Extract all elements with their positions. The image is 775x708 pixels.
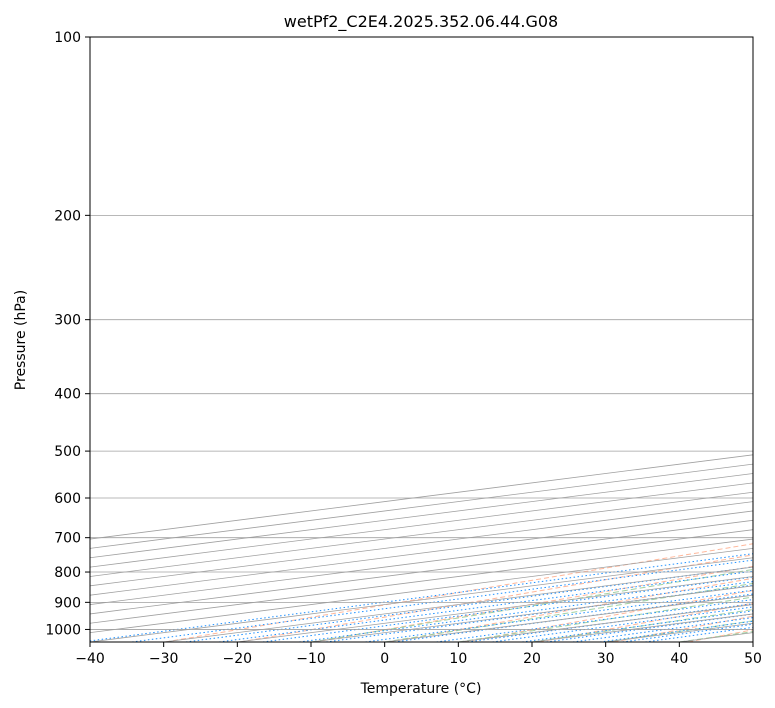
isotherm (90, 519, 753, 605)
isotherm (90, 501, 753, 587)
moist-adiabat (384, 582, 753, 642)
y-tick-label: 600 (54, 491, 81, 507)
y-tick-label: 500 (54, 444, 81, 460)
dry-adiabat (389, 577, 753, 642)
mixing-ratio-line (436, 599, 753, 642)
y-tick-label: 200 (54, 208, 81, 224)
y-axis-title: Pressure (hPa) (13, 290, 29, 390)
x-tick-label: 30 (597, 651, 615, 667)
x-axis-title: Temperature (°C) (360, 681, 482, 697)
dry-adiabat (239, 554, 753, 642)
isotherm (90, 510, 753, 596)
y-tick-label: 700 (54, 531, 81, 547)
x-tick-label: 40 (670, 651, 688, 667)
y-tick-label: 400 (54, 387, 81, 403)
y-tick-label: 900 (54, 595, 81, 611)
x-tick-label: −20 (223, 651, 253, 667)
x-tick-label: −30 (149, 651, 179, 667)
x-tick-label: 10 (449, 651, 467, 667)
isotherm (90, 482, 753, 568)
mixing-ratio-line (492, 606, 753, 642)
x-tick-label: 20 (523, 651, 541, 667)
mixing-ratio-line (90, 553, 753, 642)
x-tick-label: −10 (296, 651, 326, 667)
axes: −40 −30 −20 −10 0 10 20 30 40 50 100 200 300 400 500 60… (45, 30, 762, 667)
x-tick-label: 50 (744, 651, 762, 667)
moist-adiabat (458, 596, 753, 642)
y-tick-label: 100 (54, 30, 81, 46)
dry-adiabat (165, 543, 753, 642)
plot-frame (89, 36, 754, 643)
plot-area: −100−90−80−70−60−50−40−30−20−100.10.20.4… (90, 37, 753, 642)
y-tick-label: 800 (54, 565, 81, 581)
chart-title: wetPf2_C2E4.2025.352.06.44.G08 (284, 12, 558, 32)
isotherm (90, 491, 753, 577)
isotherm (90, 473, 753, 559)
x-tick-label: −40 (75, 651, 105, 667)
y-tick-label: 300 (54, 313, 81, 329)
isotherm (90, 529, 753, 615)
isotherm (90, 538, 753, 624)
y-tick-label: 1000 (45, 622, 81, 638)
isotherm (90, 463, 753, 549)
x-tick-label: 0 (380, 651, 389, 667)
